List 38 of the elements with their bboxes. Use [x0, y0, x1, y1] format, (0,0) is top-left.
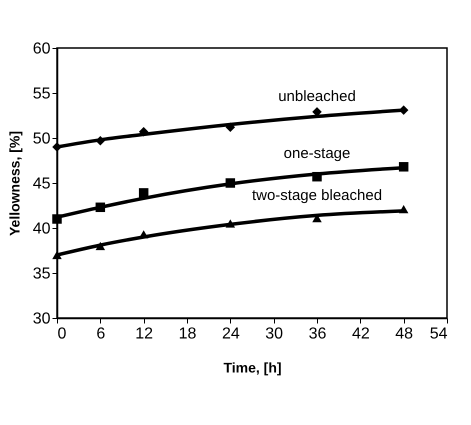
point	[96, 242, 106, 250]
x-tick-label: 12	[135, 326, 154, 342]
point	[52, 214, 62, 224]
x-tick-label: 18	[178, 326, 196, 342]
point	[52, 250, 62, 260]
point	[398, 105, 408, 115]
x-tick-label: 30	[265, 326, 284, 342]
y-tick-label: 50	[32, 130, 51, 148]
x-tick-label: 42	[352, 326, 370, 342]
y-tick-label: 60	[32, 40, 51, 58]
x-tick-label: 36	[308, 326, 326, 342]
x-tick-label: 48	[395, 326, 414, 342]
point	[398, 204, 408, 214]
y-tick-label: 55	[32, 86, 51, 102]
y-tick-label: 30	[32, 310, 51, 328]
x-tick-label: 24	[222, 326, 240, 342]
x-tick-label: 54	[430, 326, 448, 342]
point	[138, 126, 148, 136]
point	[96, 202, 106, 212]
point	[226, 178, 236, 188]
x-axis-title: Time, [h]	[223, 360, 282, 376]
y-tick-label: 45	[32, 176, 51, 192]
point	[226, 219, 236, 228]
point	[138, 230, 148, 238]
series-label: unbleached	[278, 88, 356, 106]
x-tick-label: 6	[96, 326, 106, 342]
series-label: one-stage	[284, 144, 350, 162]
point	[96, 136, 106, 146]
y-axis-title: Yellowness, [%]	[6, 130, 23, 236]
point	[226, 122, 236, 132]
y-tick-label: 40	[32, 220, 51, 238]
point	[52, 142, 62, 152]
point	[312, 172, 322, 182]
x-tick-label: 0	[58, 326, 66, 342]
series-label: two-stage bleached	[252, 187, 382, 204]
point	[398, 162, 408, 172]
y-tick-label: 35	[32, 266, 51, 282]
point	[138, 188, 148, 198]
